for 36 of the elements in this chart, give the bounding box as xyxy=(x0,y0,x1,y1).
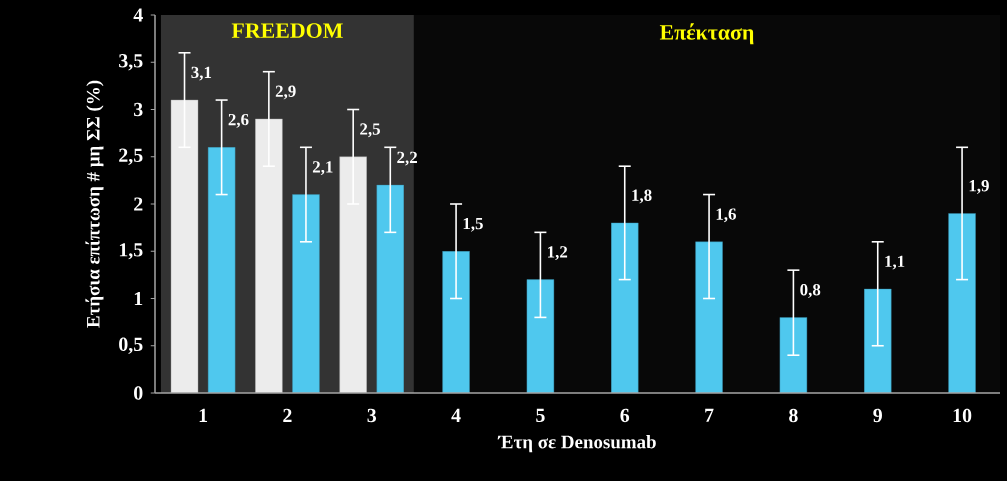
band-label: Επέκταση xyxy=(659,23,754,45)
data-label: 1,1 xyxy=(885,255,905,270)
data-label: 1,8 xyxy=(632,189,652,204)
data-label: 3,1 xyxy=(191,66,212,81)
data-label: 1,9 xyxy=(969,180,989,194)
y-tick-label: 4 xyxy=(133,8,143,22)
data-label: 1,5 xyxy=(463,217,483,232)
y-tick-label: 0 xyxy=(134,386,143,400)
y-tick-label: 2 xyxy=(134,197,143,211)
data-label: 2,1 xyxy=(312,161,333,176)
x-tick-label: 3 xyxy=(367,408,377,423)
data-label: 2,6 xyxy=(228,113,249,128)
data-label: 2,5 xyxy=(360,123,380,138)
x-tick-label: 2 xyxy=(283,408,292,422)
y-tick-label: 1 xyxy=(134,291,143,306)
band-label: FREEDOM xyxy=(231,23,343,38)
data-label: 0,8 xyxy=(800,283,821,298)
data-label: 2,9 xyxy=(275,85,296,100)
y-axis-title: Ετήσια επίπτωση # μη ΣΣ (%) xyxy=(85,80,104,328)
x-tick-label: 5 xyxy=(536,408,545,422)
x-tick-label: 7 xyxy=(705,408,714,422)
x-tick-label: 1 xyxy=(199,408,208,422)
x-tick-label: 8 xyxy=(789,408,798,423)
x-tick-label: 9 xyxy=(873,408,882,423)
x-axis-title: Έτη σε Denosumab xyxy=(497,435,656,453)
y-tick-label: 3,5 xyxy=(119,54,143,71)
y-tick-label: 0,5 xyxy=(119,337,143,354)
x-tick-label: 6 xyxy=(620,408,630,423)
data-label: 2,2 xyxy=(397,151,417,166)
y-tick-label: 3 xyxy=(134,102,143,117)
data-label: 1,2 xyxy=(548,246,568,261)
x-tick-label: 4 xyxy=(451,408,461,422)
y-tick-label: 2,5 xyxy=(119,148,143,165)
data-label: 1,6 xyxy=(716,208,736,223)
x-tick-label: 10 xyxy=(953,408,972,423)
y-tick-label: 1,5 xyxy=(119,243,143,260)
